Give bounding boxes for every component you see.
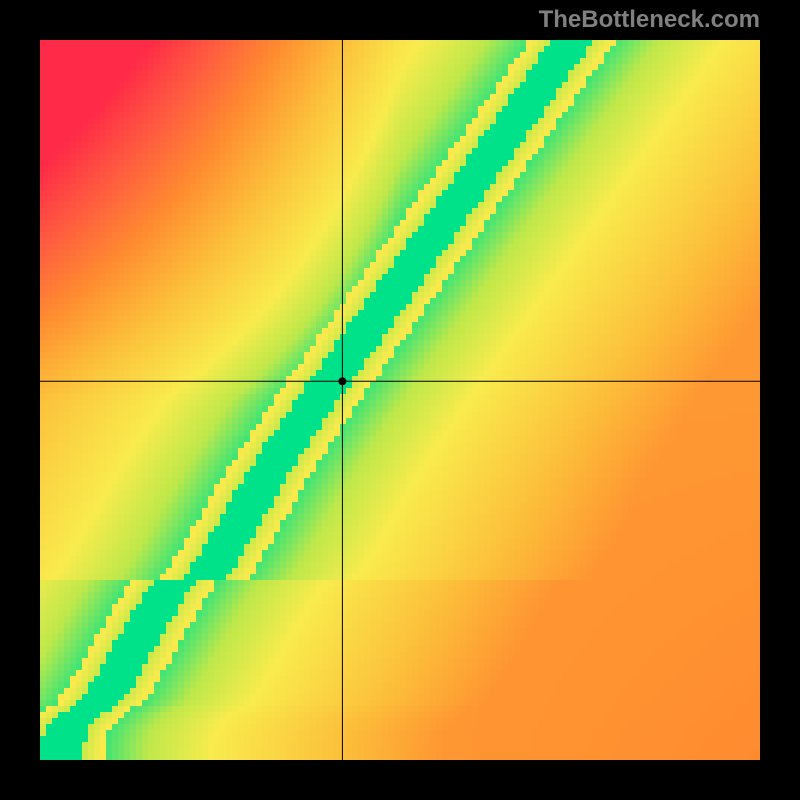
watermark-text: TheBottleneck.com bbox=[539, 6, 760, 34]
bottleneck-heatmap bbox=[40, 40, 760, 760]
chart-wrapper: { "watermark": { "text": "TheBottleneck.… bbox=[0, 0, 800, 800]
plot-area bbox=[40, 40, 760, 760]
